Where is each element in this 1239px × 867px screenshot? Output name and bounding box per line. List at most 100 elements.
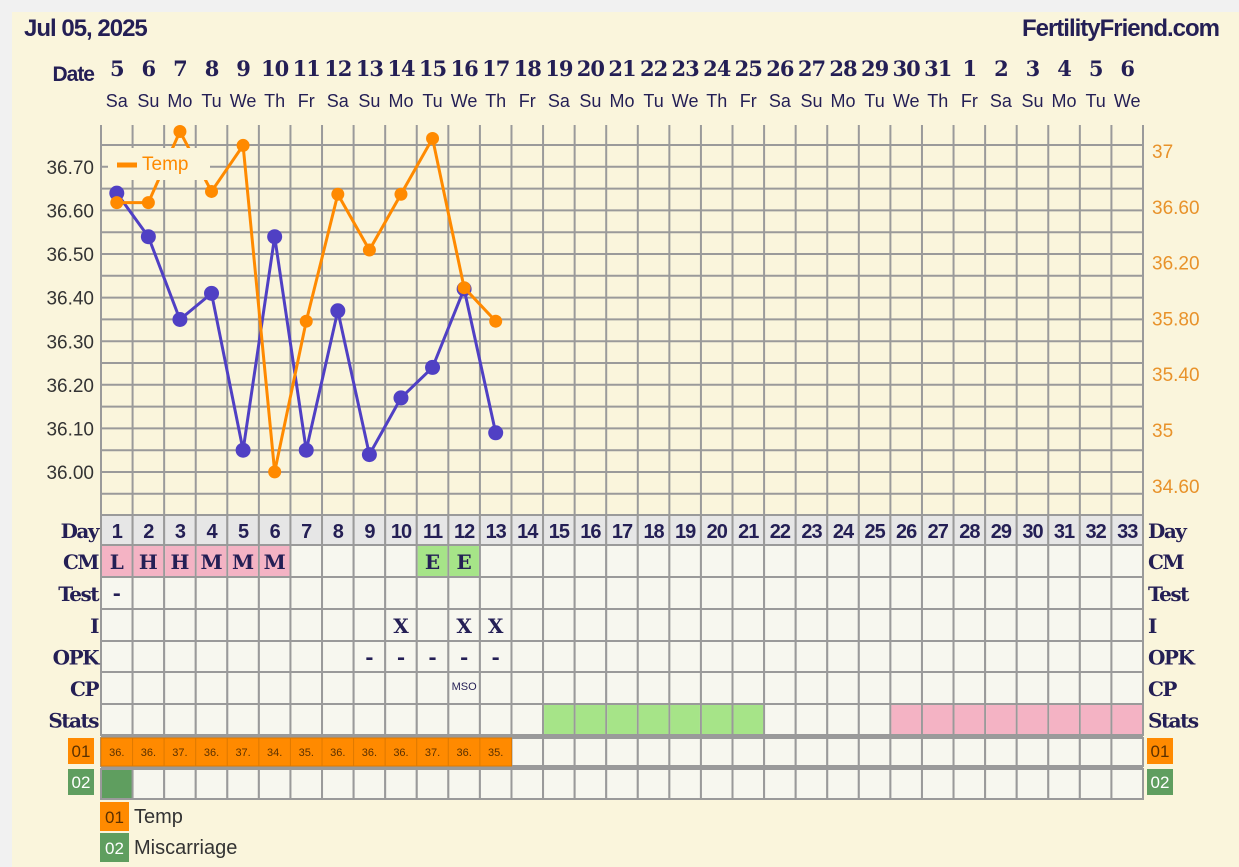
cp-cell — [668, 671, 702, 705]
stats-cell — [384, 703, 418, 736]
cp-cell — [763, 671, 797, 705]
date-number: 5 — [110, 56, 124, 81]
cm-value: M — [200, 550, 222, 574]
data-point — [393, 390, 409, 406]
stats-cell — [447, 703, 481, 736]
legend-label: Miscarriage — [134, 837, 237, 859]
stats-fill-pink — [1112, 705, 1142, 734]
stats-cell — [510, 703, 545, 736]
weekday-label: We — [1114, 91, 1141, 111]
cycle-day-number: 5 — [238, 521, 249, 543]
cp-cell — [384, 671, 418, 705]
i-cell — [731, 608, 766, 642]
cp-cell — [100, 671, 134, 705]
test-cell — [763, 576, 797, 610]
row01-cell — [984, 737, 1018, 767]
right-axis-tick: 37 — [1152, 142, 1173, 163]
row02-cell — [542, 768, 576, 800]
test-cell — [889, 576, 923, 610]
cp-cell — [984, 671, 1018, 705]
weekday-label: Fr — [298, 91, 315, 111]
cm-fill — [449, 546, 479, 576]
row02-cell — [889, 768, 923, 800]
stats-fill-green — [544, 705, 574, 734]
data-point — [173, 124, 187, 138]
row01-cell — [542, 737, 576, 767]
i-cell — [889, 608, 923, 642]
intercourse-value: X — [456, 614, 472, 638]
cycle-day-number: 27 — [928, 521, 949, 543]
opk-cell — [226, 640, 260, 673]
cm-row-label-right: CM — [1148, 550, 1184, 574]
opk-cell — [889, 640, 923, 673]
row02-cell — [1110, 768, 1144, 800]
cm-cell — [352, 544, 387, 578]
cp-value: MSO — [452, 681, 478, 693]
i-cell — [289, 608, 324, 642]
r01-code-box — [68, 738, 94, 764]
row02-fill — [102, 770, 132, 798]
left-axis-tick: 36.70 — [46, 158, 94, 179]
row02-cell — [478, 768, 513, 800]
i-cell — [857, 608, 892, 642]
row02-cell — [857, 768, 892, 800]
cp-cell — [920, 671, 955, 705]
data-point — [299, 314, 313, 328]
opk-row-label-right: OPK — [1148, 646, 1195, 670]
left-axis-tick: 36.40 — [46, 289, 94, 310]
stats-fill-green — [670, 705, 700, 734]
i-cell — [542, 608, 576, 642]
legend-label: Temp — [134, 806, 183, 828]
cycle-day-number: 21 — [738, 521, 759, 543]
test-cell — [1078, 576, 1113, 610]
test-cell — [478, 576, 513, 610]
opk-value: - — [365, 645, 373, 669]
opk-cell — [699, 640, 734, 673]
opk-cell — [100, 640, 134, 673]
cm-cell — [857, 544, 892, 578]
cm-cell — [384, 544, 418, 578]
cm-value: M — [232, 550, 254, 574]
test-cell — [605, 576, 639, 610]
opk-value: - — [492, 645, 500, 669]
test-cell — [920, 576, 955, 610]
date-number: 18 — [514, 56, 542, 81]
cm-cell — [478, 544, 513, 578]
date-number: 8 — [205, 56, 219, 81]
cm-cell — [826, 544, 860, 578]
day-row-label: Day — [61, 519, 101, 543]
test-cell — [415, 576, 450, 610]
date-number: 17 — [482, 56, 509, 81]
i-cell — [131, 608, 166, 642]
left-axis-tick: 36.60 — [46, 202, 94, 223]
cycle-day-number: 19 — [675, 521, 696, 543]
stats-cell — [131, 703, 166, 736]
row02-cell — [194, 768, 229, 800]
weekday-label: We — [672, 91, 699, 111]
stats-fill-pink — [1080, 705, 1111, 734]
cm-cell — [636, 544, 671, 578]
stats-fill-pink — [954, 705, 985, 734]
cm-cell — [699, 544, 734, 578]
right-axis-tick: 34.60 — [1152, 477, 1200, 498]
test-cell — [352, 576, 387, 610]
weekday-label: Sa — [327, 91, 350, 111]
cm-cell — [1047, 544, 1081, 578]
left-axis-tick: 36.00 — [46, 463, 94, 484]
opk-cell — [289, 640, 324, 673]
test-cell — [289, 576, 324, 610]
test-cell — [257, 576, 292, 610]
date-number: 15 — [419, 56, 447, 81]
row01-temp-fill — [416, 737, 449, 767]
site-logo-text[interactable]: FertilityFriend.com — [1021, 15, 1220, 42]
cm-fill — [417, 546, 448, 576]
data-point — [457, 281, 471, 295]
weekday-label: We — [230, 91, 257, 111]
stats-cell — [226, 703, 260, 736]
cp-cell — [1110, 671, 1144, 705]
stats-cell — [289, 703, 324, 736]
cycle-day-number: 32 — [1086, 521, 1107, 543]
stats-cell — [826, 703, 860, 736]
weekday-label: Tu — [201, 91, 221, 111]
row01-temp-fill — [479, 737, 512, 767]
